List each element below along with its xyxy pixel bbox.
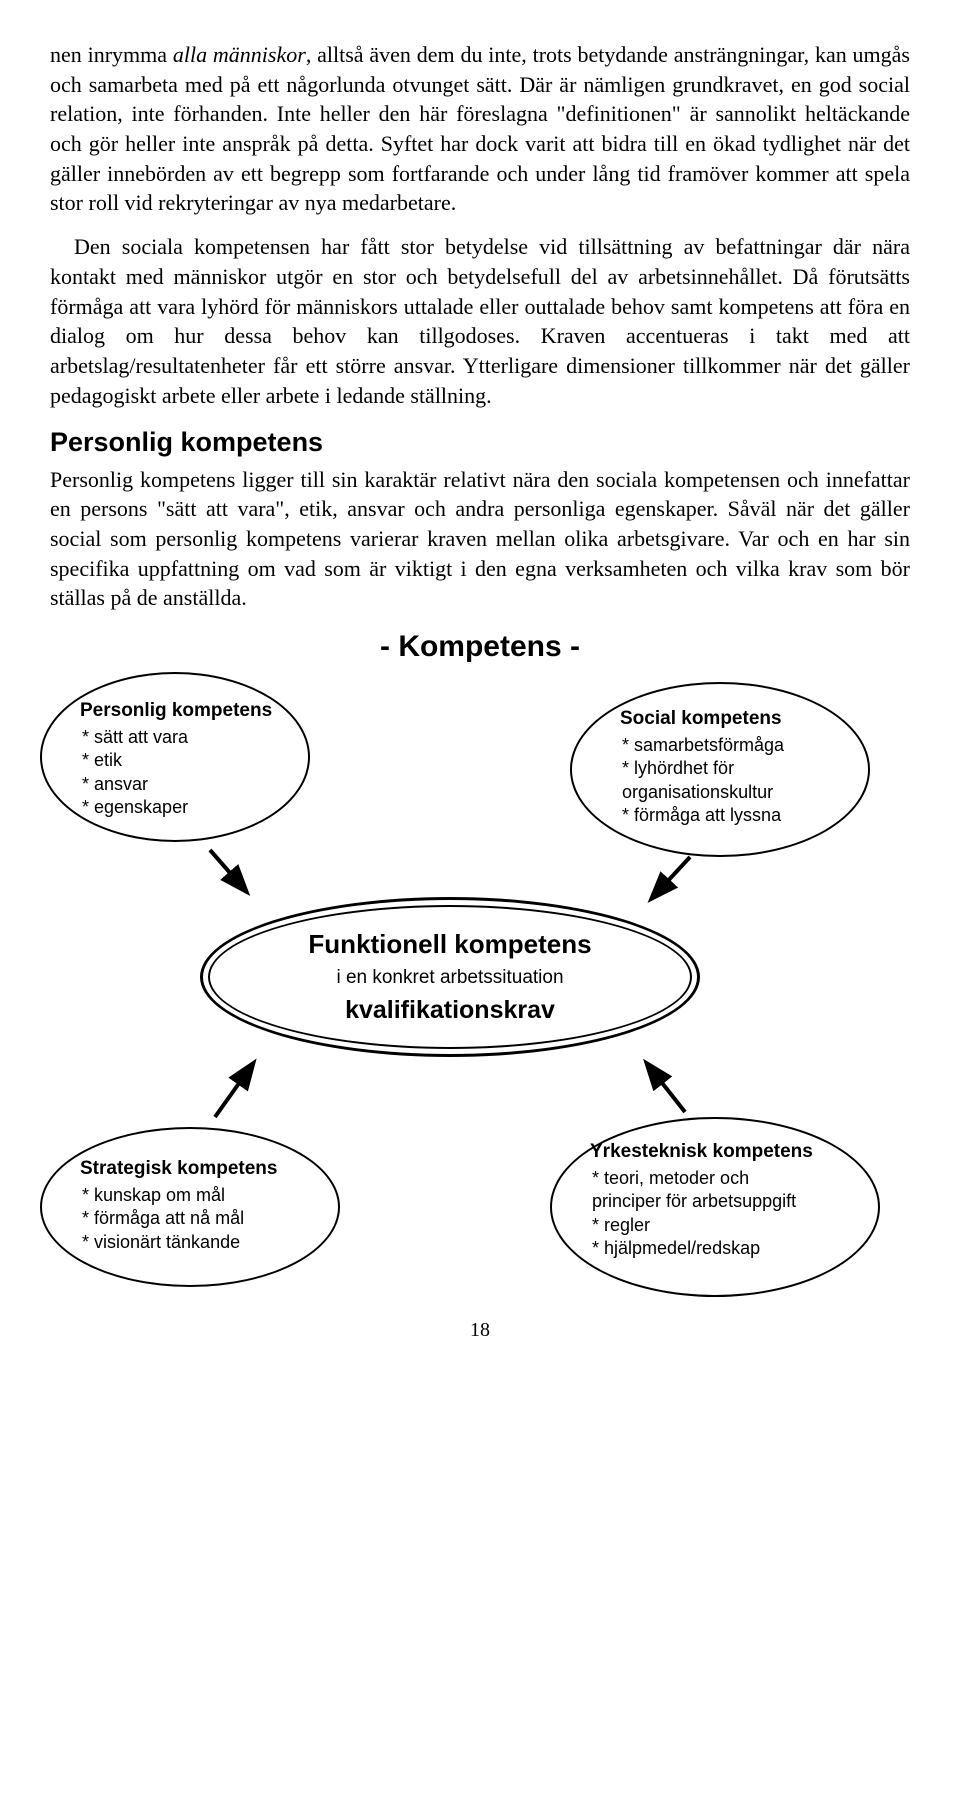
item: * etik [80, 749, 300, 772]
heading-personlig-kompetens: Personlig kompetens [50, 424, 910, 460]
arrow-strategisk [210, 1057, 265, 1127]
p1b: alla människor [173, 42, 306, 67]
label-personlig: Personlig kompetens * sätt att vara * et… [80, 699, 300, 819]
center-l1: Funktionell kompetens [200, 927, 700, 962]
item: * ansvar [80, 773, 300, 796]
page-number: 18 [50, 1317, 910, 1344]
paragraph-3: Personlig kompetens ligger till sin kara… [50, 465, 910, 613]
item: * samarbetsförmåga [620, 734, 860, 757]
item: * förmåga att lyssna [620, 804, 860, 827]
diagram-title: - Kompetens - [380, 627, 580, 668]
arrow-social [645, 852, 700, 907]
kompetens-diagram: - Kompetens - Personlig kompetens * sätt… [50, 627, 910, 1297]
p1a: nen inrymma [50, 42, 173, 67]
item: * teori, metoder och [590, 1167, 870, 1190]
paragraph-1: nen inrymma alla människor, alltså även … [50, 40, 910, 218]
item: * egenskaper [80, 796, 300, 819]
center-l3: kvalifikationskrav [200, 994, 700, 1028]
item: * hjälpmedel/redskap [590, 1237, 870, 1260]
item: organisationskultur [620, 781, 860, 804]
label-social: Social kompetens * samarbetsförmåga * ly… [620, 707, 860, 827]
title-social: Social kompetens [620, 707, 860, 732]
item: * lyhördhet för [620, 757, 860, 780]
title-strategisk: Strategisk kompetens [80, 1157, 330, 1182]
arrow-yrkesteknisk [640, 1057, 695, 1122]
item: * regler [590, 1214, 870, 1237]
center-text: Funktionell kompetens i en konkret arbet… [200, 927, 700, 1027]
label-yrkesteknisk: Yrkesteknisk kompetens * teori, metoder … [590, 1140, 870, 1260]
title-personlig: Personlig kompetens [80, 699, 300, 724]
label-strategisk: Strategisk kompetens * kunskap om mål * … [80, 1157, 330, 1254]
item: * visionärt tänkande [80, 1231, 330, 1254]
paragraph-2: Den sociala kompetensen har fått stor be… [50, 232, 910, 410]
center-l2: i en konkret arbetssituation [200, 965, 700, 991]
arrow-personlig [205, 845, 255, 900]
title-yrkesteknisk: Yrkesteknisk kompetens [590, 1140, 870, 1165]
item: * förmåga att nå mål [80, 1207, 330, 1230]
center-text-wrap: Funktionell kompetens i en konkret arbet… [200, 897, 700, 1057]
item: * sätt att vara [80, 726, 300, 749]
p1c: , alltså även dem du inte, trots betydan… [50, 42, 910, 215]
item: principer för arbetsuppgift [590, 1190, 870, 1213]
item: * kunskap om mål [80, 1184, 330, 1207]
